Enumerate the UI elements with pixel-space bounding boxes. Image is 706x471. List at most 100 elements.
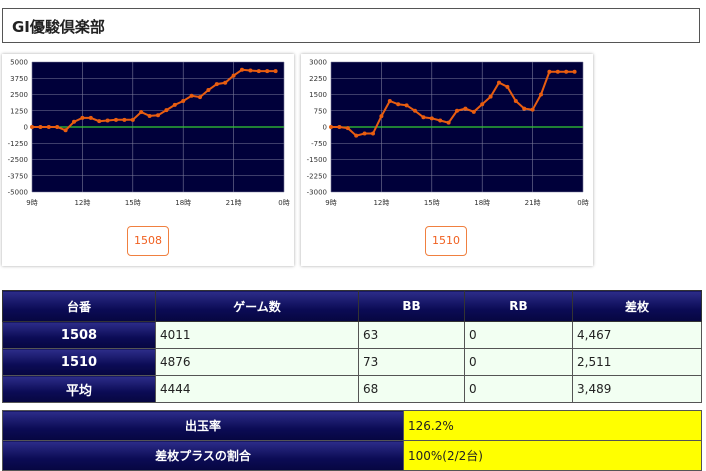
x-tick-label: 18時	[175, 199, 191, 207]
y-tick-label: 5000	[10, 59, 28, 67]
table-header-row: 台番 ゲーム数 BB RB 差枚	[2, 290, 702, 322]
data-point	[189, 93, 194, 98]
y-tick-label: 1500	[309, 91, 327, 99]
page-header: GI優駿倶楽部	[2, 8, 700, 43]
data-point	[555, 69, 560, 74]
data-point	[223, 80, 228, 85]
data-point	[539, 92, 543, 97]
y-tick-label: 3000	[309, 59, 327, 67]
diff-cell: 3,489	[572, 375, 702, 403]
data-point	[130, 117, 135, 122]
data-point	[72, 119, 76, 124]
data-point	[446, 120, 451, 125]
data-point	[530, 107, 535, 112]
rb-cell: 0	[464, 375, 573, 403]
data-point	[122, 117, 127, 122]
x-tick-label: 15時	[125, 199, 141, 207]
bb-cell: 68	[358, 375, 465, 403]
chart-card-1508: 5000 3750 2500 1250 0 -1250 -2500 -3750 -5000 9時 1…	[2, 54, 294, 266]
data-point	[80, 115, 85, 120]
data-point	[413, 108, 417, 113]
y-tick-label: 0	[323, 124, 327, 132]
y-tick-label: -1500	[307, 156, 327, 164]
y-tick-label: -2500	[8, 156, 28, 164]
y-tick-label: -5000	[8, 189, 28, 197]
data-point	[147, 113, 152, 118]
diff-cell: 2,511	[572, 348, 702, 376]
data-point	[497, 80, 501, 85]
x-tick-label: 12時	[74, 199, 90, 207]
data-point	[345, 126, 350, 131]
y-tick-label: -1250	[8, 140, 28, 148]
rb-cell: 0	[464, 321, 573, 349]
y-tick-label: 3750	[10, 75, 28, 83]
x-tick-label: 15時	[424, 199, 440, 207]
data-point	[387, 99, 392, 103]
data-point	[105, 118, 110, 123]
row-label: 1508	[2, 321, 156, 349]
data-point	[455, 108, 459, 113]
machine-button-1508[interactable]: 1508	[127, 226, 169, 256]
x-tick-label: 21時	[226, 199, 242, 207]
data-point	[471, 109, 476, 114]
data-point	[206, 87, 211, 92]
data-point	[572, 69, 577, 74]
line-chart-1508: 5000 3750 2500 1250 0 -1250 -2500 -3750 -5000 9時 1…	[8, 59, 290, 208]
data-point	[564, 69, 569, 74]
summary-row: 差枚プラスの割合 100%(2/2台)	[2, 440, 702, 471]
data-point	[164, 108, 169, 113]
x-tick-label: 9時	[325, 199, 336, 207]
y-tick-label: -3000	[307, 189, 327, 197]
data-point	[198, 95, 202, 100]
data-point	[505, 84, 510, 89]
data-point	[421, 115, 426, 120]
page-title: GI優駿倶楽部	[12, 18, 105, 36]
x-tick-label: 12時	[373, 199, 389, 207]
data-point	[438, 118, 443, 123]
games-cell: 4876	[155, 348, 359, 376]
data-point	[114, 117, 118, 122]
line-chart-1510: 3000 2250 1500 750 0 -750 -1500 -2250 -3000 9時 12時…	[307, 59, 589, 208]
data-point	[404, 103, 409, 108]
machine-button-1510[interactable]: 1510	[425, 226, 467, 256]
summary-table: 出玉率 126.2% 差枚プラスの割合 100%(2/2台)	[2, 410, 702, 471]
data-point	[429, 116, 434, 121]
data-point	[139, 110, 144, 115]
y-tick-label: 750	[314, 107, 327, 115]
table-row: 1508 4011 63 0 4,467	[2, 321, 702, 349]
col-header-games: ゲーム数	[155, 290, 359, 322]
data-point	[362, 131, 367, 136]
payout-rate-value: 126.2%	[403, 410, 702, 441]
data-point	[396, 102, 401, 107]
data-point	[379, 114, 384, 119]
row-label: 1510	[2, 348, 156, 376]
data-point	[240, 67, 244, 72]
data-point	[480, 102, 485, 107]
summary-row: 出玉率 126.2%	[2, 410, 702, 441]
data-point	[231, 73, 236, 78]
data-point	[329, 125, 333, 129]
rb-cell: 0	[464, 348, 573, 376]
chart-card-1510: 3000 2250 1500 750 0 -750 -1500 -2250 -3000 9時 12時…	[301, 54, 593, 266]
x-tick-label: 0時	[577, 199, 588, 207]
data-point	[337, 125, 342, 129]
payout-rate-label: 出玉率	[2, 410, 404, 441]
data-point	[38, 125, 43, 129]
data-point	[463, 106, 468, 111]
col-header-diff: 差枚	[572, 290, 702, 322]
data-point	[88, 115, 93, 120]
data-point	[547, 69, 552, 74]
games-cell: 4011	[155, 321, 359, 349]
y-tick-label: -3750	[8, 172, 28, 180]
table-row: 1510 4876 73 0 2,511	[2, 348, 702, 376]
data-point	[354, 133, 359, 138]
data-point	[371, 131, 375, 136]
data-point	[214, 82, 219, 87]
data-point	[63, 128, 68, 133]
bb-cell: 63	[358, 321, 465, 349]
x-tick-label: 0時	[278, 199, 289, 207]
plus-ratio-label: 差枚プラスの割合	[2, 440, 404, 471]
machine-stats-table: 台番 ゲーム数 BB RB 差枚 1508 4011 63 0 4,467 15…	[2, 290, 702, 403]
data-point	[30, 125, 34, 129]
data-point	[156, 113, 160, 118]
